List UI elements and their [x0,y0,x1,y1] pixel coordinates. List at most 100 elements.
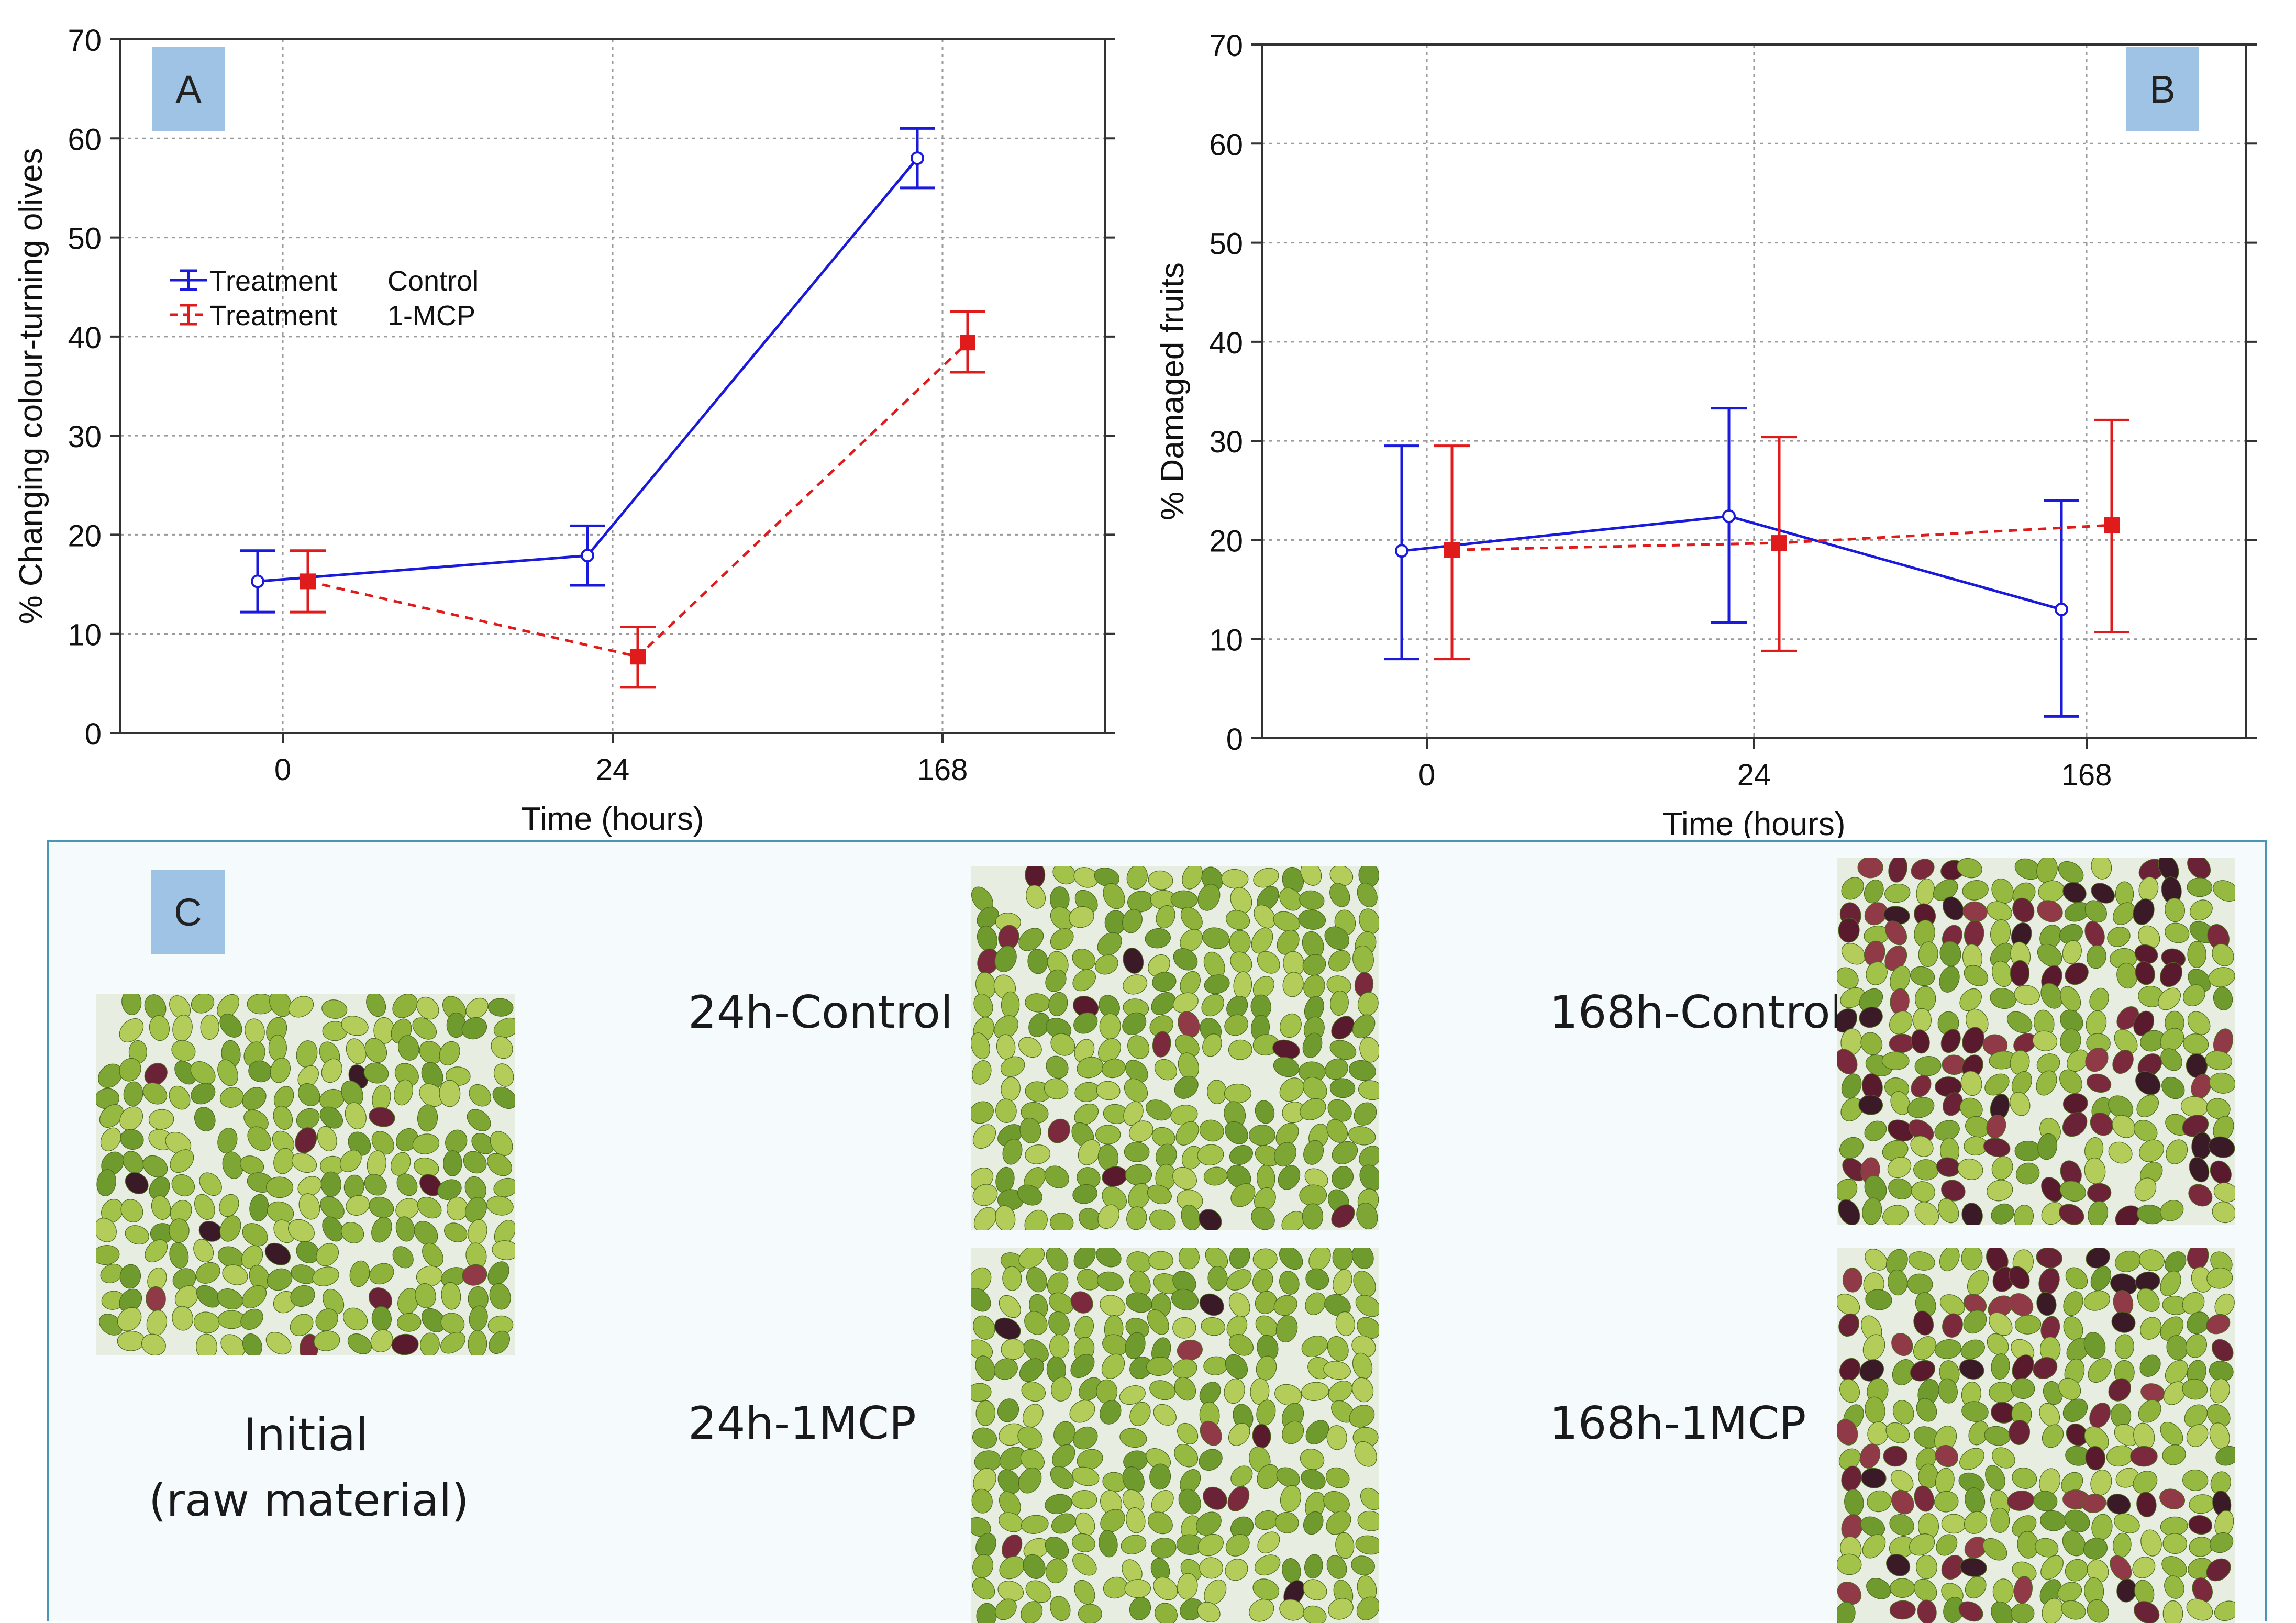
olive [1255,1100,1275,1124]
olive [1965,1576,1987,1599]
olive [1355,1295,1379,1317]
olive [1197,1144,1224,1166]
olive [2061,1472,2083,1494]
olive [2108,1095,2134,1119]
olive [2189,1157,2210,1183]
olive [1910,1136,1934,1157]
olive [1257,951,1280,974]
olive [1075,1512,1095,1536]
olive [2206,1098,2231,1119]
data-point [581,549,594,563]
olive [1892,1400,1914,1425]
olive [2015,1162,2040,1185]
olive [1353,1271,1376,1297]
olive [2062,1530,2086,1557]
olive [1329,1040,1357,1060]
olive [1127,1035,1150,1059]
olive [1837,1581,1862,1605]
olive [296,1108,320,1129]
olive [1252,1269,1273,1293]
olive [2083,1538,2108,1560]
panel-badge-b: B [2126,47,2199,131]
olive [471,1133,494,1154]
olive [1301,1469,1326,1490]
olive [1048,992,1068,1016]
olive [1096,1248,1122,1268]
olive [1327,1099,1352,1122]
olive [1888,858,1907,883]
olive [316,1243,339,1266]
olive [1199,1119,1224,1142]
olive [169,1242,189,1269]
olive [240,1155,264,1175]
olive [1022,1404,1044,1428]
x-tick-label: 24 [596,753,630,787]
olive [1838,1313,1860,1337]
olive [1917,1599,1937,1623]
olive [191,994,215,1014]
olive [2161,1556,2187,1578]
olive [1225,1534,1250,1557]
olive [1153,1576,1178,1600]
olive [1302,1032,1323,1058]
olive [196,1285,220,1308]
olive [119,1288,142,1313]
olive [1046,1248,1069,1272]
olive [1122,909,1143,933]
olive [1275,1122,1299,1147]
olive [1866,961,1888,985]
olive [1018,1467,1042,1494]
olive [217,1059,238,1086]
olive [1252,976,1275,998]
series-line-1 [307,341,969,658]
olive [119,1018,144,1043]
olive [1304,1554,1323,1579]
olive [2041,1177,2063,1202]
olive [1326,1555,1347,1579]
olive [2210,1160,2232,1184]
olive [323,1288,345,1315]
olive [1964,1511,1988,1534]
olive [1867,1490,1892,1513]
olive [1251,927,1273,954]
x-tick-label: 168 [917,753,968,787]
olive [1020,1449,1045,1471]
olive [347,1333,372,1354]
olive [272,1130,295,1153]
olive [1128,1120,1153,1142]
olive [1124,1579,1151,1598]
olive [417,1104,438,1132]
olive [120,1199,143,1222]
olive [417,1196,442,1219]
olive [1151,992,1176,1015]
olive [296,1040,318,1068]
olive [99,1314,123,1336]
olive [1860,1032,1883,1055]
olive [1072,1184,1098,1204]
x-tick-label: 24 [1737,758,1771,792]
olive [2211,1339,2234,1362]
olive [1148,1251,1173,1270]
olive [1173,948,1198,971]
olive [1839,1137,1864,1159]
olive [321,999,348,1019]
olive [971,1488,993,1514]
olive [1074,1580,1095,1605]
olive [1303,974,1325,999]
olive [1254,905,1276,929]
olive [1355,1535,1379,1555]
olive [1200,1420,1222,1446]
olive [971,1339,993,1360]
olive [1172,1317,1196,1339]
olive [342,1307,368,1331]
olive [1840,987,1866,1008]
olive [1229,1144,1254,1165]
olive [1348,1126,1376,1146]
olive [1174,1376,1196,1401]
olive [1990,1507,2010,1533]
olive [2060,1009,2083,1033]
olive [1045,1536,1069,1560]
olive [320,1196,345,1220]
olive [1151,1490,1174,1514]
olive [1100,1509,1125,1532]
